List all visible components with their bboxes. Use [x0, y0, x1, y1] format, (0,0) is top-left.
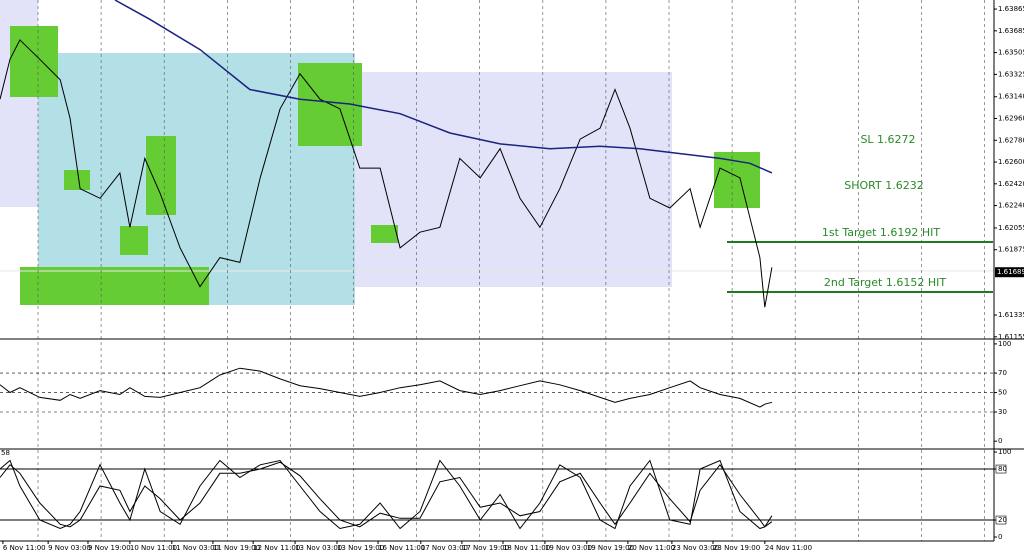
annotation: 2nd Target 1.6152 HIT [824, 276, 946, 289]
y-tick-label: 1.62055 [998, 224, 1024, 232]
y-tick-label: 1.62420 [998, 180, 1024, 188]
x-tick-label: 13 Nov 03:00 [295, 544, 342, 552]
series-line [0, 461, 773, 528]
y-tick-label: 1.62780 [998, 136, 1024, 144]
x-tick-label: 6 Nov 11:00 [3, 544, 46, 552]
zone [10, 26, 58, 97]
y-tick-label: 0 [998, 533, 1002, 541]
y-tick-label: 1.61875 [998, 246, 1024, 254]
x-tick-label: 24 Nov 11:00 [765, 544, 812, 552]
v-grid [37, 0, 985, 541]
y-tick-label: 20 [998, 516, 1007, 524]
current-price-box [995, 267, 1024, 278]
annotation: SHORT 1.6232 [844, 179, 923, 192]
y-tick-label: 80 [998, 465, 1007, 473]
x-tick-label: 13 Nov 19:00 [337, 544, 384, 552]
x-tick-label: 12 Nov 11:00 [253, 544, 300, 552]
zones [0, 0, 993, 305]
y-tick-label: 1.63865 [998, 5, 1024, 13]
series-line [0, 459, 773, 530]
zone [371, 225, 398, 243]
zone [120, 226, 148, 255]
x-tick-label: 20 Nov 11:00 [628, 544, 675, 552]
x-tick-label: 9 Nov 03:00 [48, 544, 91, 552]
y-tick-label: 1.61155 [998, 333, 1024, 341]
zone [714, 152, 760, 208]
y-tick-label: 1.61335 [998, 311, 1024, 319]
x-tick-label: 19 Nov 03:00 [545, 544, 592, 552]
x-tick-label: 9 Nov 19:00 [88, 544, 131, 552]
zone [64, 170, 90, 190]
x-tick-label: 19 Nov 19:00 [587, 544, 634, 552]
y-tick-label: 1.62600 [998, 158, 1024, 166]
series-line [114, 0, 773, 174]
zone [20, 267, 209, 305]
y-tick-label: 100 [998, 448, 1011, 456]
y-tick-label: 1.63505 [998, 49, 1024, 57]
x-tick-label: 18 Nov 11:00 [503, 544, 550, 552]
zone [146, 136, 176, 215]
indicator-label: 58 [1, 449, 10, 457]
annotation: 1st Target 1.6192 HIT [822, 226, 941, 239]
x-tick-label: 17 Nov 19:00 [462, 544, 509, 552]
series-line [0, 367, 773, 408]
series-line [0, 39, 773, 308]
y-tick-label: 100 [998, 340, 1011, 348]
x-tick-label: 16 Nov 11:00 [378, 544, 425, 552]
x-tick-label: 11 Nov 03:00 [172, 544, 219, 552]
x-tick-label: 23 Nov 03:00 [672, 544, 719, 552]
y-tick-label: 50 [998, 389, 1007, 397]
annotation: SL 1.6272 [860, 133, 915, 146]
current-price-label: 1.61689 [997, 268, 1024, 276]
y-tick-label: 1.63140 [998, 93, 1024, 101]
y-tick-label: 1.63685 [998, 27, 1024, 35]
zone [355, 72, 672, 287]
y-tick-label: 1.62960 [998, 115, 1024, 123]
x-tick-label: 23 Nov 19:00 [713, 544, 760, 552]
x-tick-label: 10 Nov 11:00 [130, 544, 177, 552]
y-tick-label: 0 [998, 437, 1002, 445]
y-tick-label: 70 [998, 369, 1007, 377]
y-tick-label: 30 [998, 408, 1007, 416]
tick-box [995, 515, 1007, 525]
x-tick-label: 11 Nov 19:00 [213, 544, 260, 552]
y-tick-label: 1.63325 [998, 70, 1024, 78]
y-tick-label: 1.62240 [998, 202, 1024, 210]
tick-box [995, 464, 1007, 474]
x-tick-label: 17 Nov 03:00 [421, 544, 468, 552]
